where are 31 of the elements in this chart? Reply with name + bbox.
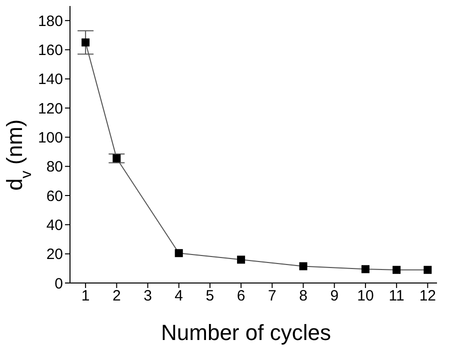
y-tick-label: 60 — [46, 188, 63, 205]
x-tick-label: 8 — [299, 288, 308, 305]
point — [361, 265, 370, 274]
point — [299, 262, 308, 270]
point — [237, 256, 246, 264]
y-tick-label: 180 — [38, 12, 63, 30]
x-tick-label: 11 — [388, 288, 404, 305]
x-tick-label: 10 — [357, 288, 374, 305]
y-tick-label: 0 — [54, 275, 63, 292]
x-tick-label: 5 — [206, 288, 214, 305]
x-tick-label: 2 — [112, 288, 121, 305]
x-tick-label: 12 — [419, 288, 436, 305]
point — [174, 249, 183, 258]
x-tick-label: 9 — [330, 288, 339, 305]
point — [392, 266, 401, 274]
x-axis-title: Number of cycles — [161, 320, 331, 345]
y-tick-label: 120 — [38, 100, 63, 118]
y-tick-label: 100 — [38, 130, 63, 147]
x-tick-label: 3 — [144, 288, 152, 305]
x-tick-label: 4 — [174, 288, 184, 305]
x-tick-label: 1 — [81, 288, 90, 305]
point — [82, 38, 90, 46]
y-tick-label: 40 — [46, 217, 63, 234]
x-tick-label: 6 — [236, 288, 246, 305]
y-tick-label: 140 — [38, 71, 63, 88]
y-tick-label: 20 — [46, 246, 63, 264]
y-tick-label: 160 — [38, 42, 63, 60]
point — [424, 266, 432, 274]
y-tick-label: 80 — [46, 158, 63, 176]
point — [112, 154, 121, 162]
x-tick-label: 7 — [268, 288, 276, 305]
